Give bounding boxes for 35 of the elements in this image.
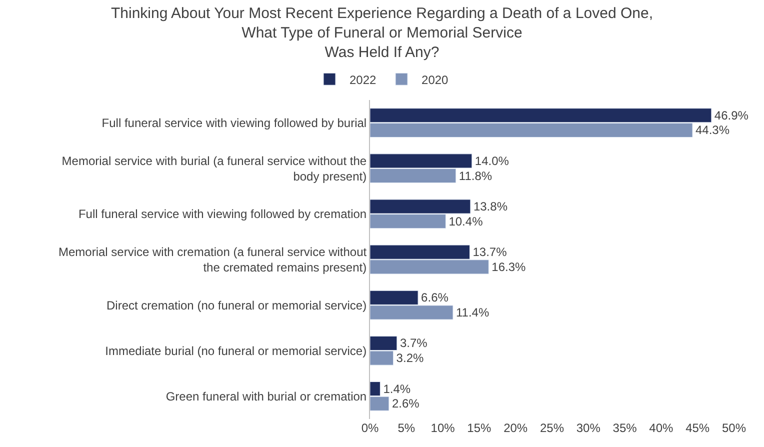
x-tick-label: 0% [361,421,379,435]
x-tick-label: 20% [504,421,528,435]
legend-label: 2022 [350,72,377,87]
legend-label: 2020 [422,72,449,87]
data-label: 3.2% [396,351,424,366]
x-tick-label: 25% [540,421,564,435]
x-tick-label: 10% [430,421,456,435]
data-label: 13.7% [472,245,508,260]
data-label: 10.4% [448,214,484,228]
y-tick-label: Immediate burial (no funeral or memorial service) [105,344,367,358]
y-tick-label: Memorial service with burial (a funeral service without the body present) [62,154,367,184]
data-label: 2.6% [392,396,420,411]
x-tick-label: 50% [722,421,746,435]
y-tick-label: Full funeral service with viewing followed by burial [102,116,367,130]
y-tick-label: Green funeral with burial or cremation [166,389,367,404]
x-tick-label: 35% [612,421,638,435]
data-label: 3.7% [400,336,428,350]
data-label: 44.3% [696,123,730,138]
x-tick-label: 30% [576,421,601,435]
chart-title: Thinking About Your Most Recent Experience Regarding a Death of a Loved One, What Type of Funeral or Memorial Service Was Held If Any? [110,4,654,61]
x-tick-label: 45% [686,421,710,435]
data-label: 1.4% [383,382,411,396]
x-tick-label: 5% [398,421,416,435]
data-label: 16.3% [492,260,526,274]
x-tick-label: 15% [467,421,492,435]
y-tick-label: Full funeral service with viewing followed by cremation [78,207,367,222]
data-label: 11.4% [456,305,490,320]
x-tick-label: 40% [649,421,674,435]
data-label: 14.0% [474,154,510,168]
data-label: 13.8% [473,200,508,214]
data-label: 11.8% [458,168,492,183]
data-label: 6.6% [421,290,449,305]
y-tick-label: Direct cremation (no funeral or memorial service) [106,298,367,312]
data-label: 46.9% [714,108,749,122]
y-tick-label: Memorial service with cremation (a funeral service without the cremated remains present) [58,244,368,274]
